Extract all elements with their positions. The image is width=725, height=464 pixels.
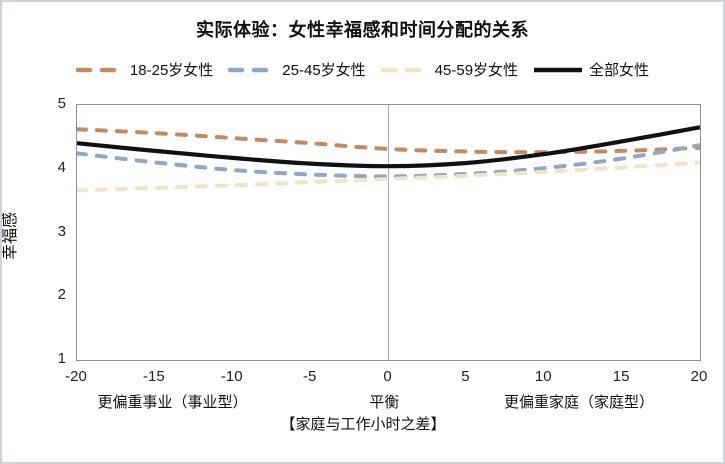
series-line-45-59岁女性 bbox=[77, 160, 700, 193]
x-tick-label--10: -10 bbox=[220, 368, 243, 385]
dashed-line-swatch-icon bbox=[75, 67, 124, 72]
x-axis-title: 【家庭与工作小时之差】 bbox=[280, 416, 446, 433]
series-line-18-25岁女性 bbox=[77, 127, 700, 155]
x-zone-label: 平衡 bbox=[369, 394, 400, 411]
y-tick-label-2: 2 bbox=[57, 286, 66, 304]
x-tick-label--5: -5 bbox=[302, 368, 317, 385]
y-tick-label-4: 4 bbox=[57, 158, 66, 176]
x-tick-label-5: 5 bbox=[461, 368, 470, 385]
x-tick-label--20: -20 bbox=[65, 368, 87, 385]
legend: 18-25岁女性 25-45岁女性 45-59岁女性 全部女性 bbox=[2, 59, 723, 80]
legend-label: 全部女性 bbox=[589, 62, 650, 79]
series-line-25-45岁女性 bbox=[77, 143, 700, 179]
dashed-line-swatch-icon bbox=[380, 67, 429, 72]
x-tick-label-15: 15 bbox=[612, 368, 630, 385]
x-tick-label-20: 20 bbox=[690, 368, 708, 385]
legend-label: 18-25岁女性 bbox=[129, 62, 214, 79]
y-tick-label-5: 5 bbox=[57, 95, 66, 112]
legend-label: 45-59岁女性 bbox=[434, 62, 519, 79]
y-axis-title: 幸福感 bbox=[2, 212, 19, 261]
chart-title: 实际体验：女性幸福感和时间分配的关系 bbox=[196, 20, 529, 40]
series-line-全部女性 bbox=[77, 125, 700, 169]
x-tick-label-0: 0 bbox=[383, 368, 392, 385]
legend-item-all-women: 全部女性 bbox=[533, 59, 649, 80]
y-tick-label-1: 1 bbox=[57, 350, 66, 367]
x-zone-label: 更偏重事业（事业型） bbox=[97, 394, 248, 411]
x-zone-label: 更偏重家庭（家庭型） bbox=[504, 394, 655, 411]
solid-line-swatch-icon bbox=[534, 67, 583, 72]
legend-item-45-59: 45-59岁女性 bbox=[380, 59, 519, 80]
plot-canvas bbox=[77, 105, 700, 360]
legend-item-18-25: 18-25岁女性 bbox=[75, 59, 214, 80]
dashed-line-swatch-icon bbox=[228, 67, 277, 72]
legend-item-25-45: 25-45岁女性 bbox=[228, 59, 366, 80]
x-tick-label--15: -15 bbox=[143, 368, 165, 385]
plot-area bbox=[76, 104, 701, 361]
y-tick-label-3: 3 bbox=[57, 222, 66, 240]
x-tick-label-10: 10 bbox=[534, 368, 552, 385]
legend-label: 25-45岁女性 bbox=[282, 62, 366, 79]
